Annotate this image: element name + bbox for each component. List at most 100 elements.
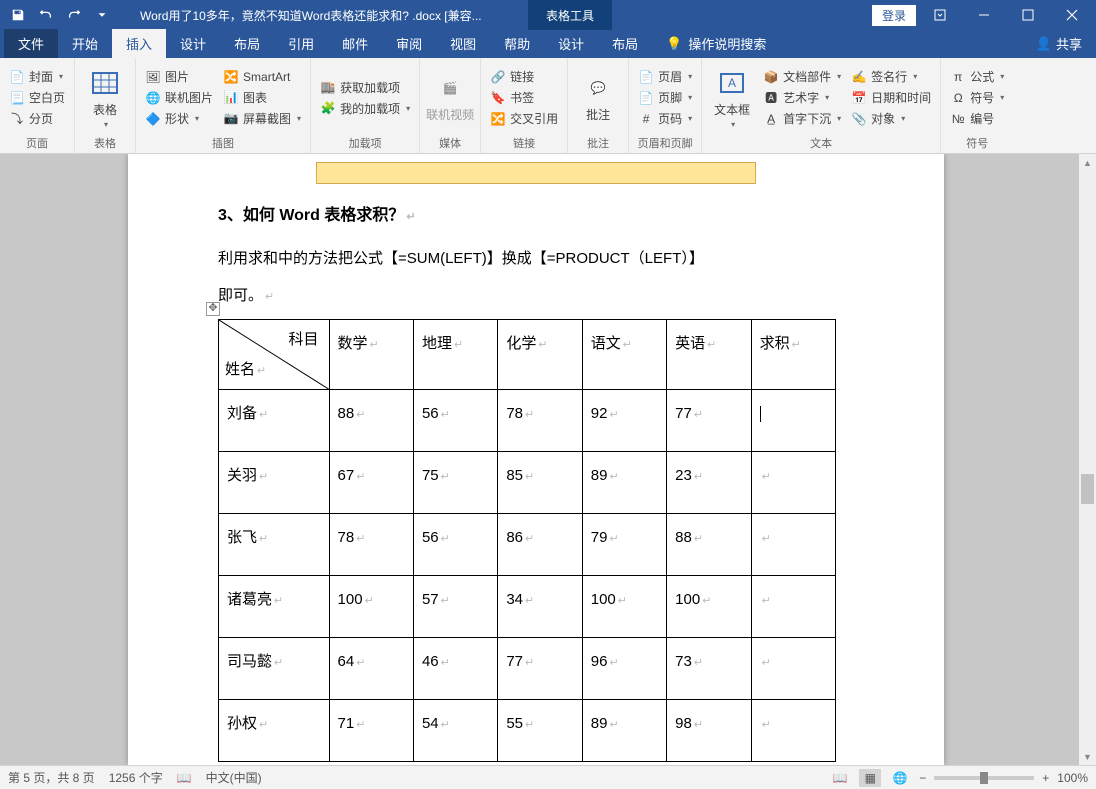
data-cell[interactable]: 96↵ <box>582 637 666 699</box>
scroll-down-icon[interactable]: ▼ <box>1079 748 1096 765</box>
minimize-icon[interactable] <box>964 0 1004 30</box>
data-cell[interactable]: 78↵ <box>498 389 582 451</box>
data-cell[interactable]: 100↵ <box>329 575 413 637</box>
footer-button[interactable]: 📄页脚▾ <box>635 88 695 107</box>
zoom-level[interactable]: 100% <box>1057 771 1088 785</box>
comment-button[interactable]: 💬 批注 <box>574 62 622 133</box>
screenshot-button[interactable]: 📷屏幕截图▾ <box>220 109 304 128</box>
tab-review[interactable]: 审阅 <box>382 29 436 58</box>
tab-view[interactable]: 视图 <box>436 29 490 58</box>
tab-file[interactable]: 文件 <box>4 29 58 58</box>
link-button[interactable]: 🔗链接 <box>487 67 561 86</box>
data-cell[interactable]: 100↵ <box>582 575 666 637</box>
zoom-in-button[interactable]: + <box>1042 771 1049 785</box>
symbol-button[interactable]: Ω符号▾ <box>947 88 1007 107</box>
cover-page-button[interactable]: 📄封面▾ <box>6 67 68 86</box>
tab-table-design[interactable]: 设计 <box>544 29 598 58</box>
print-layout-icon[interactable]: ▦ <box>859 769 881 787</box>
picture-button[interactable]: 🖼图片 <box>142 67 216 86</box>
tab-references[interactable]: 引用 <box>274 29 328 58</box>
data-cell[interactable]: 46↵ <box>413 637 497 699</box>
read-mode-icon[interactable]: 📖 <box>829 769 851 787</box>
online-picture-button[interactable]: 🌐联机图片 <box>142 88 216 107</box>
data-cell[interactable]: 57↵ <box>413 575 497 637</box>
data-cell[interactable]: 73↵ <box>667 637 751 699</box>
data-cell[interactable]: 67↵ <box>329 451 413 513</box>
data-cell[interactable]: 88↵ <box>667 513 751 575</box>
save-icon[interactable] <box>6 3 30 27</box>
data-cell[interactable]: 89↵ <box>582 699 666 761</box>
close-icon[interactable] <box>1052 0 1092 30</box>
web-layout-icon[interactable]: 🌐 <box>889 769 911 787</box>
number-button[interactable]: №编号 <box>947 109 1007 128</box>
table-move-handle[interactable]: ✥ <box>206 302 220 316</box>
data-cell[interactable]: 77↵ <box>498 637 582 699</box>
data-cell[interactable]: 71↵ <box>329 699 413 761</box>
data-cell[interactable]: 98↵ <box>667 699 751 761</box>
data-cell[interactable]: 77↵ <box>667 389 751 451</box>
data-cell[interactable]: ↵ <box>751 637 835 699</box>
data-cell[interactable]: 89↵ <box>582 451 666 513</box>
data-cell[interactable]: 78↵ <box>329 513 413 575</box>
data-cell[interactable]: ↵ <box>751 451 835 513</box>
data-cell[interactable]: 92↵ <box>582 389 666 451</box>
dropcap-button[interactable]: A̲首字下沉▾ <box>760 109 844 128</box>
textbox-button[interactable]: A 文本框▾ <box>708 62 756 133</box>
login-button[interactable]: 登录 <box>872 5 916 26</box>
tell-me-search[interactable]: 💡 操作说明搜索 <box>652 29 780 58</box>
shapes-button[interactable]: 🔷形状▾ <box>142 109 216 128</box>
blank-page-button[interactable]: 📃空白页 <box>6 88 68 107</box>
zoom-slider[interactable] <box>934 776 1034 780</box>
qat-customize-icon[interactable] <box>90 3 114 27</box>
parts-button[interactable]: 📦文档部件▾ <box>760 67 844 86</box>
chart-button[interactable]: 📊图表 <box>220 88 304 107</box>
data-cell[interactable]: 64↵ <box>329 637 413 699</box>
smartart-button[interactable]: 🔀SmartArt <box>220 68 304 86</box>
page-break-button[interactable]: ⤵分页 <box>6 109 68 128</box>
tab-table-layout[interactable]: 布局 <box>598 29 652 58</box>
share-button[interactable]: 👤 共享 <box>1022 29 1096 58</box>
data-table[interactable]: 科目 姓名↵ 数学↵ 地理↵ 化学↵ 语文↵ 英语↵ 求积↵ 刘备↵88↵56↵… <box>218 319 836 762</box>
tab-home[interactable]: 开始 <box>58 29 112 58</box>
tab-layout[interactable]: 布局 <box>220 29 274 58</box>
data-cell[interactable]: 56↵ <box>413 389 497 451</box>
page[interactable]: 3、如何 Word 表格求积？↵ 利用求和中的方法把公式【=SUM(LEFT)】… <box>128 154 944 765</box>
get-addins-button[interactable]: 🏬获取加载项 <box>317 78 413 97</box>
my-addins-button[interactable]: 🧩我的加载项▾ <box>317 99 413 118</box>
data-cell[interactable]: ↵ <box>751 699 835 761</box>
scroll-thumb[interactable] <box>1081 474 1094 504</box>
status-words[interactable]: 1256 个字 <box>109 769 163 786</box>
ribbon-options-icon[interactable] <box>920 0 960 30</box>
tab-design[interactable]: 设计 <box>166 29 220 58</box>
data-cell[interactable] <box>751 389 835 451</box>
data-cell[interactable]: 75↵ <box>413 451 497 513</box>
redo-icon[interactable] <box>62 3 86 27</box>
undo-icon[interactable] <box>34 3 58 27</box>
header-button[interactable]: 📄页眉▾ <box>635 67 695 86</box>
wordart-button[interactable]: 🅰艺术字▾ <box>760 88 844 107</box>
online-video-button[interactable]: 🎬 联机视频 <box>426 62 474 133</box>
maximize-icon[interactable] <box>1008 0 1048 30</box>
scroll-up-icon[interactable]: ▲ <box>1079 154 1096 171</box>
data-cell[interactable]: 86↵ <box>498 513 582 575</box>
data-cell[interactable]: ↵ <box>751 575 835 637</box>
pagenum-button[interactable]: #页码▾ <box>635 109 695 128</box>
data-cell[interactable]: ↵ <box>751 513 835 575</box>
spellcheck-icon[interactable]: 📖 <box>177 771 192 785</box>
tab-help[interactable]: 帮助 <box>490 29 544 58</box>
data-cell[interactable]: 56↵ <box>413 513 497 575</box>
status-page[interactable]: 第 5 页，共 8 页 <box>8 769 95 786</box>
table-button[interactable]: 表格▾ <box>81 62 129 133</box>
tab-mailings[interactable]: 邮件 <box>328 29 382 58</box>
crossref-button[interactable]: 🔀交叉引用 <box>487 109 561 128</box>
data-cell[interactable]: 79↵ <box>582 513 666 575</box>
equation-button[interactable]: π公式▾ <box>947 67 1007 86</box>
data-cell[interactable]: 85↵ <box>498 451 582 513</box>
datetime-button[interactable]: 📅日期和时间 <box>848 88 934 107</box>
zoom-out-button[interactable]: − <box>919 771 926 785</box>
data-cell[interactable]: 55↵ <box>498 699 582 761</box>
data-cell[interactable]: 88↵ <box>329 389 413 451</box>
data-cell[interactable]: 54↵ <box>413 699 497 761</box>
data-cell[interactable]: 100↵ <box>667 575 751 637</box>
bookmark-button[interactable]: 🔖书签 <box>487 88 561 107</box>
